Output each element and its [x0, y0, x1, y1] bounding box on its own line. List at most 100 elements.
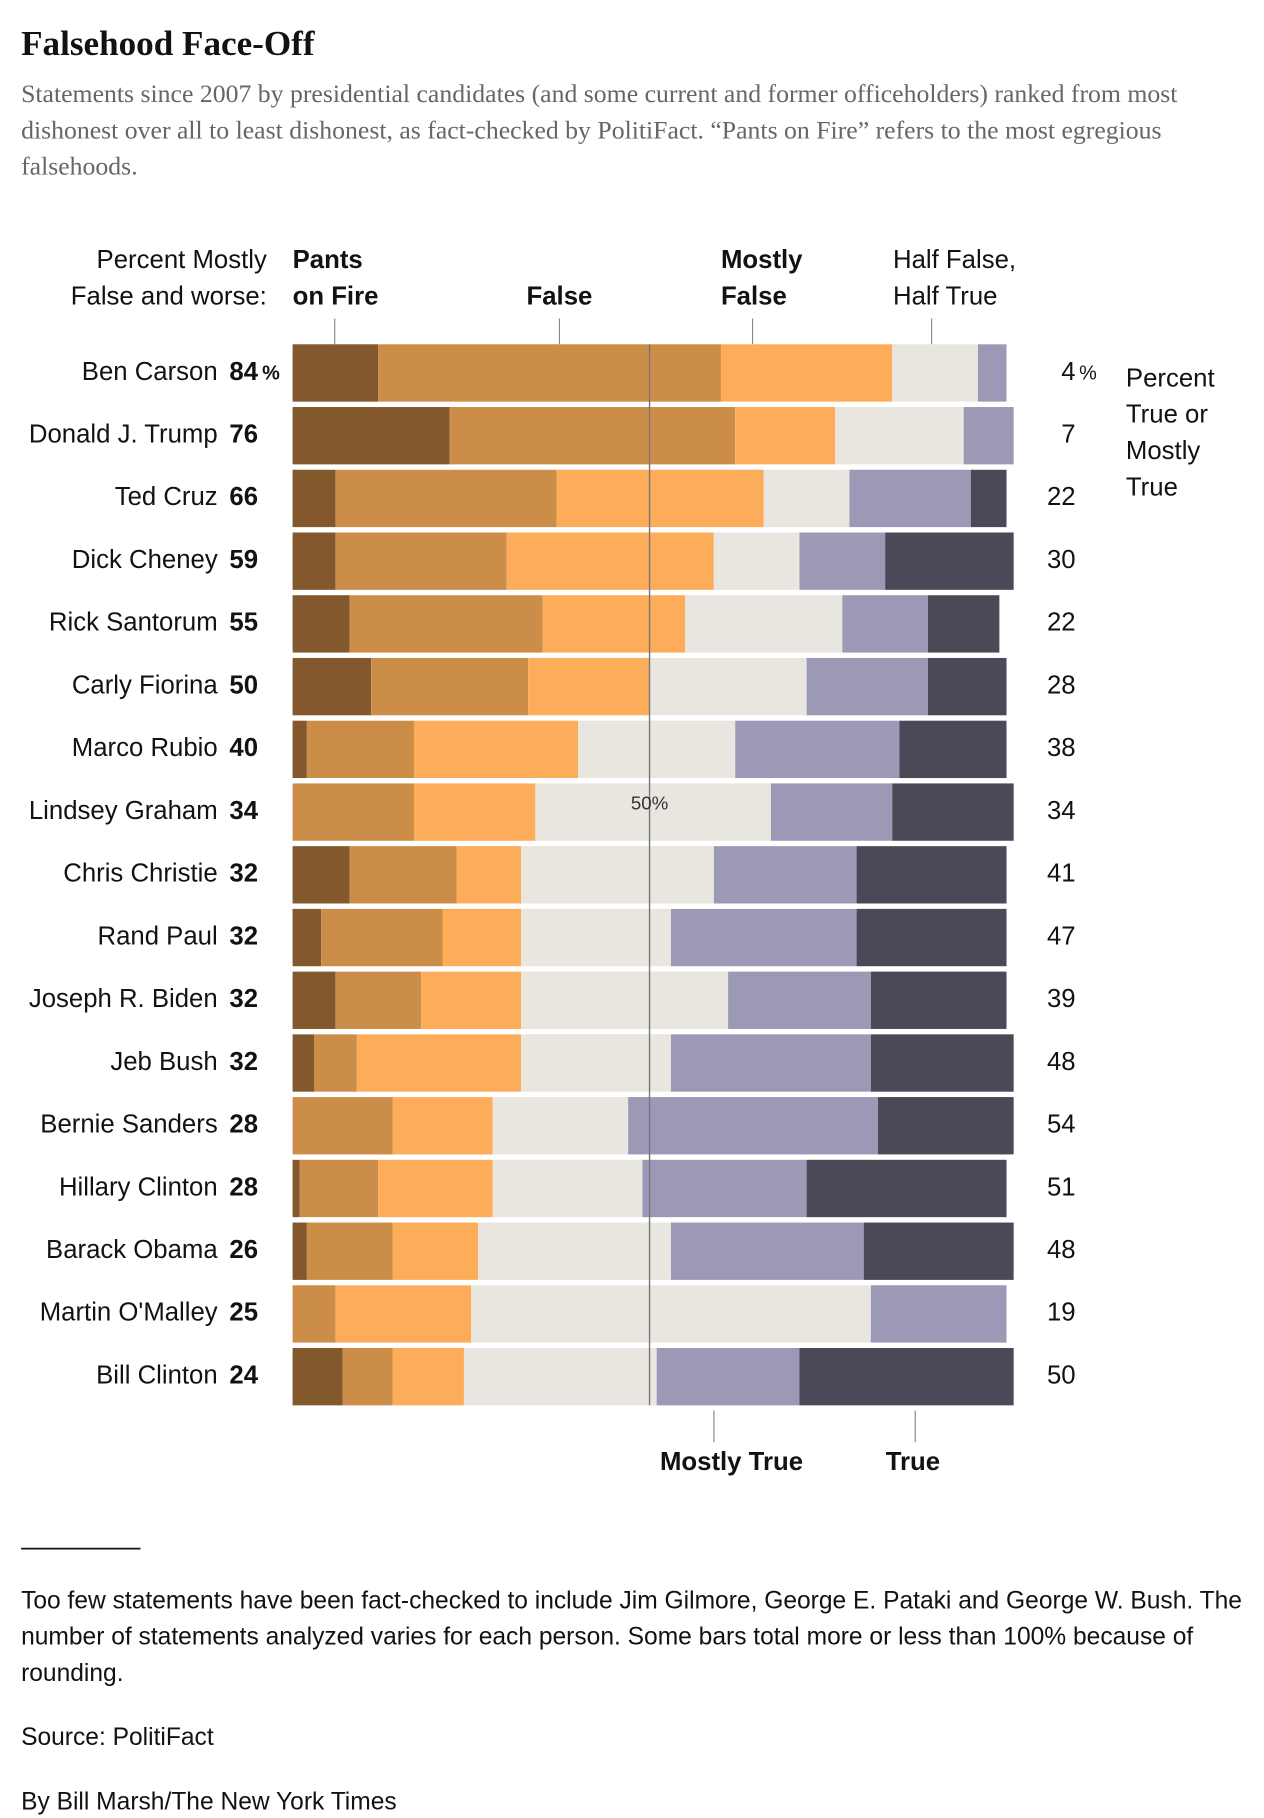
- bar-segment: [292, 1222, 307, 1280]
- bar-segment: [314, 1034, 357, 1092]
- bar-segment: [649, 657, 807, 716]
- legend-label: Half False, Half True: [892, 244, 1017, 311]
- bar-segment: [835, 407, 964, 465]
- false-pct-label: 32: [229, 860, 258, 888]
- bar-segment: [535, 783, 771, 841]
- footer-box: Too few statements have been fact-checke…: [21, 1587, 1242, 1816]
- bar-segment: [863, 1222, 1014, 1280]
- category-label: Bernie Sanders: [40, 1111, 217, 1139]
- bar-segment: [463, 1348, 657, 1406]
- false-pct-label: 24: [229, 1361, 258, 1389]
- bar-segment: [449, 407, 736, 465]
- bar-segment: [378, 344, 721, 402]
- bar-segment: [799, 532, 886, 590]
- bar-segment: [413, 783, 536, 841]
- category-label: Joseph R. Biden: [29, 985, 218, 1013]
- bar-segment: [856, 846, 1007, 904]
- legend-label-box: True: [886, 1447, 940, 1476]
- bar-segment: [335, 971, 422, 1029]
- bar-segment: [670, 908, 857, 967]
- bar-segment: [521, 971, 729, 1029]
- legend-label: False: [526, 281, 593, 311]
- bar-segment: [292, 469, 336, 528]
- bar-segment: [299, 1159, 379, 1218]
- bar-segment: [521, 1034, 671, 1092]
- bar-segment: [306, 720, 414, 779]
- bar-segment: [970, 469, 1007, 528]
- false-pct-label: 55: [229, 609, 258, 637]
- true-pct-label: 51: [1047, 1173, 1076, 1201]
- bar-segment: [799, 1348, 1014, 1406]
- false-pct-label: 28: [229, 1111, 258, 1139]
- chart-subtitle: Statements since 2007 by presidential ca…: [21, 78, 1178, 181]
- bar-segment: [870, 971, 1007, 1029]
- category-label: Rand Paul: [98, 922, 218, 950]
- bar-segment: [542, 595, 686, 653]
- bar-segment: [770, 783, 893, 841]
- bar-segment: [735, 720, 900, 779]
- legend-label-box: Mostly True: [659, 1446, 804, 1477]
- bar-segment: [927, 657, 1007, 716]
- false-pct-label: 28: [229, 1173, 258, 1201]
- legend-label: Mostly True: [659, 1446, 804, 1477]
- bar-segment: [356, 1034, 522, 1092]
- false-pct-label: 32: [229, 1048, 258, 1076]
- bar-segment: [578, 720, 736, 779]
- legend-label: Pants on Fire: [292, 244, 379, 311]
- bar-segment: [927, 595, 1000, 653]
- unit-label: %: [1079, 362, 1097, 384]
- false-pct-label: 76: [229, 420, 258, 448]
- bar-segment: [870, 1285, 1007, 1343]
- category-label: Jeb Bush: [110, 1048, 217, 1076]
- category-label: Barack Obama: [46, 1236, 218, 1264]
- legend-label-box: False: [526, 281, 593, 311]
- false-pct-label: 40: [229, 734, 258, 762]
- legend-label-box: Mostly False: [721, 245, 803, 311]
- chart-title: Falsehood Face-Off: [21, 24, 316, 63]
- bar-segment: [371, 657, 529, 716]
- bar-segment: [335, 1285, 472, 1343]
- true-pct-label: 48: [1047, 1048, 1076, 1076]
- false-pct-label: 26: [229, 1236, 258, 1264]
- bar-segment: [556, 469, 764, 528]
- legend-label-box: Half False, Half True: [892, 244, 1017, 311]
- true-pct-label: 48: [1047, 1236, 1076, 1264]
- true-pct-label: 39: [1047, 985, 1076, 1013]
- bar-segment: [892, 344, 978, 402]
- bar-segment: [292, 1034, 315, 1092]
- bar-segment: [292, 783, 414, 841]
- unit-label: %: [262, 362, 280, 384]
- bar-segment: [685, 595, 843, 653]
- bar-segment: [977, 344, 1007, 402]
- byline: By Bill Marsh/The New York Times: [21, 1788, 397, 1816]
- bar-segment: [292, 1097, 393, 1155]
- category-label: Dick Cheney: [72, 546, 218, 574]
- bar-segment: [342, 1348, 393, 1406]
- false-pct-label: 32: [229, 985, 258, 1013]
- true-pct-label: 54: [1047, 1111, 1076, 1139]
- bar-segment: [899, 720, 1007, 779]
- category-label: Ben Carson: [82, 358, 218, 386]
- true-pct-label: 38: [1047, 734, 1076, 762]
- bar-segment: [735, 407, 836, 465]
- false-pct-label: 50: [229, 671, 258, 699]
- bar-segment: [292, 1159, 300, 1218]
- bar-segment: [713, 532, 800, 590]
- bar-segment: [521, 846, 714, 904]
- true-pct-label: 28: [1047, 671, 1076, 699]
- left-header: Percent Mostly False and worse:: [70, 244, 267, 311]
- bar-segment: [335, 532, 507, 590]
- bar-segment: [349, 595, 543, 653]
- bar-segment: [849, 469, 971, 528]
- subtitle-box: Statements since 2007 by presidential ca…: [21, 78, 1178, 181]
- right-header-box: Percent True or Mostly True: [1126, 363, 1215, 501]
- category-label: Ted Cruz: [115, 483, 218, 511]
- false-pct-label: 34: [229, 797, 258, 825]
- bar-segment: [306, 1222, 393, 1280]
- bar-segment: [763, 469, 850, 528]
- true-pct-label: 4: [1061, 358, 1075, 386]
- bar-segment: [456, 846, 522, 904]
- category-label: Donald J. Trump: [29, 420, 218, 448]
